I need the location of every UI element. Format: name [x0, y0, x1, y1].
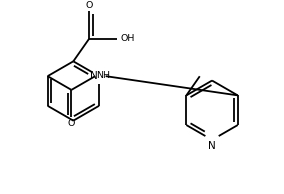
Text: O: O	[68, 119, 75, 128]
Text: O: O	[85, 1, 93, 10]
Text: N: N	[90, 71, 98, 81]
Text: OH: OH	[121, 34, 135, 43]
Text: NH: NH	[97, 71, 110, 80]
Text: N: N	[208, 141, 216, 151]
